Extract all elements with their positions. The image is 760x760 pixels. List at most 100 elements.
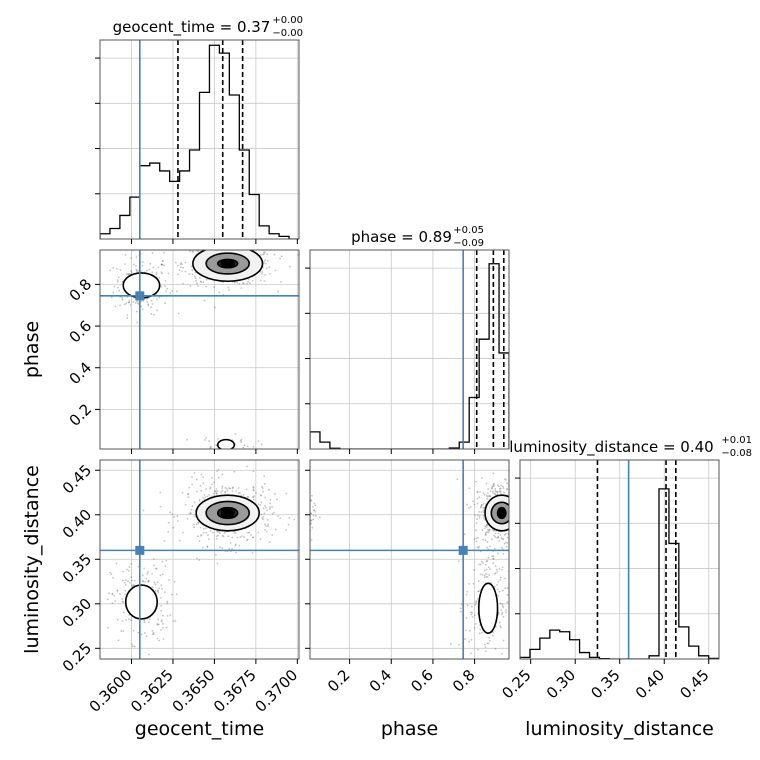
truth-marker [135,291,145,301]
sample-point [211,476,213,479]
sample-point [247,531,249,534]
sample-point [499,487,502,490]
sample-point [491,490,494,493]
sample-point [525,529,527,531]
sample-point [260,501,263,504]
sample-point [511,520,513,522]
sample-point [492,562,495,565]
sample-point [506,488,508,491]
sample-point [160,263,163,266]
sample-point [502,537,505,540]
sample-point [263,253,265,256]
sample-point [214,490,216,493]
sample-point [199,280,202,283]
sample-point [237,492,240,494]
sample-point [280,281,282,283]
sample-point [480,505,482,508]
tick-label-y: 0.6 [66,317,96,347]
sample-point [117,286,119,289]
sample-point [151,271,154,274]
sample-point [260,443,263,446]
sample-point [490,538,493,541]
sample-point [471,611,474,614]
panel-frame [309,249,510,450]
sample-point [203,493,206,496]
sample-point [122,601,125,603]
tick-label-x: 0.3675 [210,666,260,716]
sample-point [307,493,309,495]
sample-point [107,626,109,629]
sample-point [156,623,159,625]
truth-marker [458,545,468,555]
sample-point [521,518,523,520]
sample-point [276,498,278,501]
sample-point [489,495,492,498]
sample-point [259,254,262,256]
sample-point [160,604,163,607]
tick-label-x: 0.4 [366,666,396,696]
sample-point [482,511,485,514]
sample-point [478,514,481,517]
sample-point [501,568,503,571]
sample-point [465,629,467,632]
sample-point [246,495,249,498]
sample-point [181,491,184,494]
sample-point [513,505,515,507]
sample-point [262,251,265,254]
sample-point [481,503,483,506]
sample-point [478,563,480,566]
sample-point [206,495,209,498]
sample-point [213,246,215,248]
sample-point [285,492,288,495]
sample-point [208,440,211,442]
sample-point [460,603,463,606]
sample-point [128,614,131,616]
sample-point [499,579,502,581]
sample-point [511,530,513,532]
tick-label-x: 0.25 [498,666,534,702]
sample-point [162,264,165,267]
sample-point [118,593,121,595]
sample-point [492,555,495,558]
sample-point [118,289,121,292]
sample-point [146,298,148,300]
sample-point [257,531,260,534]
sample-point [176,520,179,522]
sample-point [161,260,164,262]
sample-point [476,491,479,494]
sample-point [188,273,191,275]
sample-point [503,491,505,494]
sample-point [162,623,164,625]
sample-point [209,446,212,449]
sample-point [110,573,113,576]
sample-point [171,593,173,596]
sample-point [216,490,219,493]
sample-point [169,511,172,514]
sample-point [482,502,485,505]
sample-point [479,573,482,576]
panel-title-text: geocent_time = 0.37 [113,18,271,37]
sample-point [485,482,488,485]
sample-point [474,480,477,483]
sample-point [189,511,192,514]
sample-point [473,568,476,571]
sample-point [486,497,488,500]
sample-point [265,267,268,270]
sample-point [509,523,511,525]
sample-point [274,269,277,272]
sample-point [237,487,240,489]
sample-point [146,269,148,272]
sample-point [143,619,146,622]
sample-point [489,568,491,571]
sample-point [200,281,203,283]
sample-point [253,495,256,497]
sample-point [485,560,488,563]
sample-point [136,302,139,304]
sample-point [464,638,466,640]
tick-label-y: 0.35 [59,550,95,586]
sample-point [239,492,241,495]
sample-point [485,524,488,526]
sample-point [261,273,263,275]
sample-point [483,569,486,572]
sample-point [468,582,471,585]
